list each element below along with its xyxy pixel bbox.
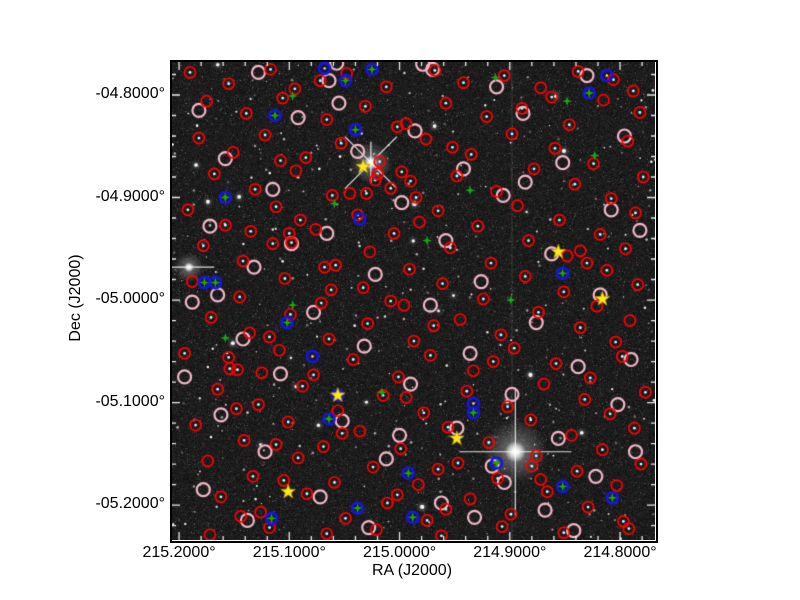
y-tick-label: -04.8000° <box>95 85 165 102</box>
x-axis-label: RA (J2000) <box>371 562 453 579</box>
x-tick-label: 214.8000° <box>583 544 657 561</box>
y-tick-label: -04.9000° <box>95 187 165 205</box>
y-tick-label: -05.2000° <box>95 495 165 513</box>
plot-area <box>172 62 655 540</box>
y-axis-label: Dec (J2000) <box>67 254 84 342</box>
x-tick-label: 215.2000° <box>142 544 216 561</box>
y-tick-label: -05.1000° <box>95 392 165 410</box>
x-tick-label: 215.0000° <box>362 544 437 561</box>
x-tick-label: 215.1000° <box>252 544 326 561</box>
sky-image-canvas <box>172 62 655 540</box>
y-tick-label: -05.0000° <box>95 290 165 308</box>
x-tick-label: 214.9000° <box>473 544 547 561</box>
